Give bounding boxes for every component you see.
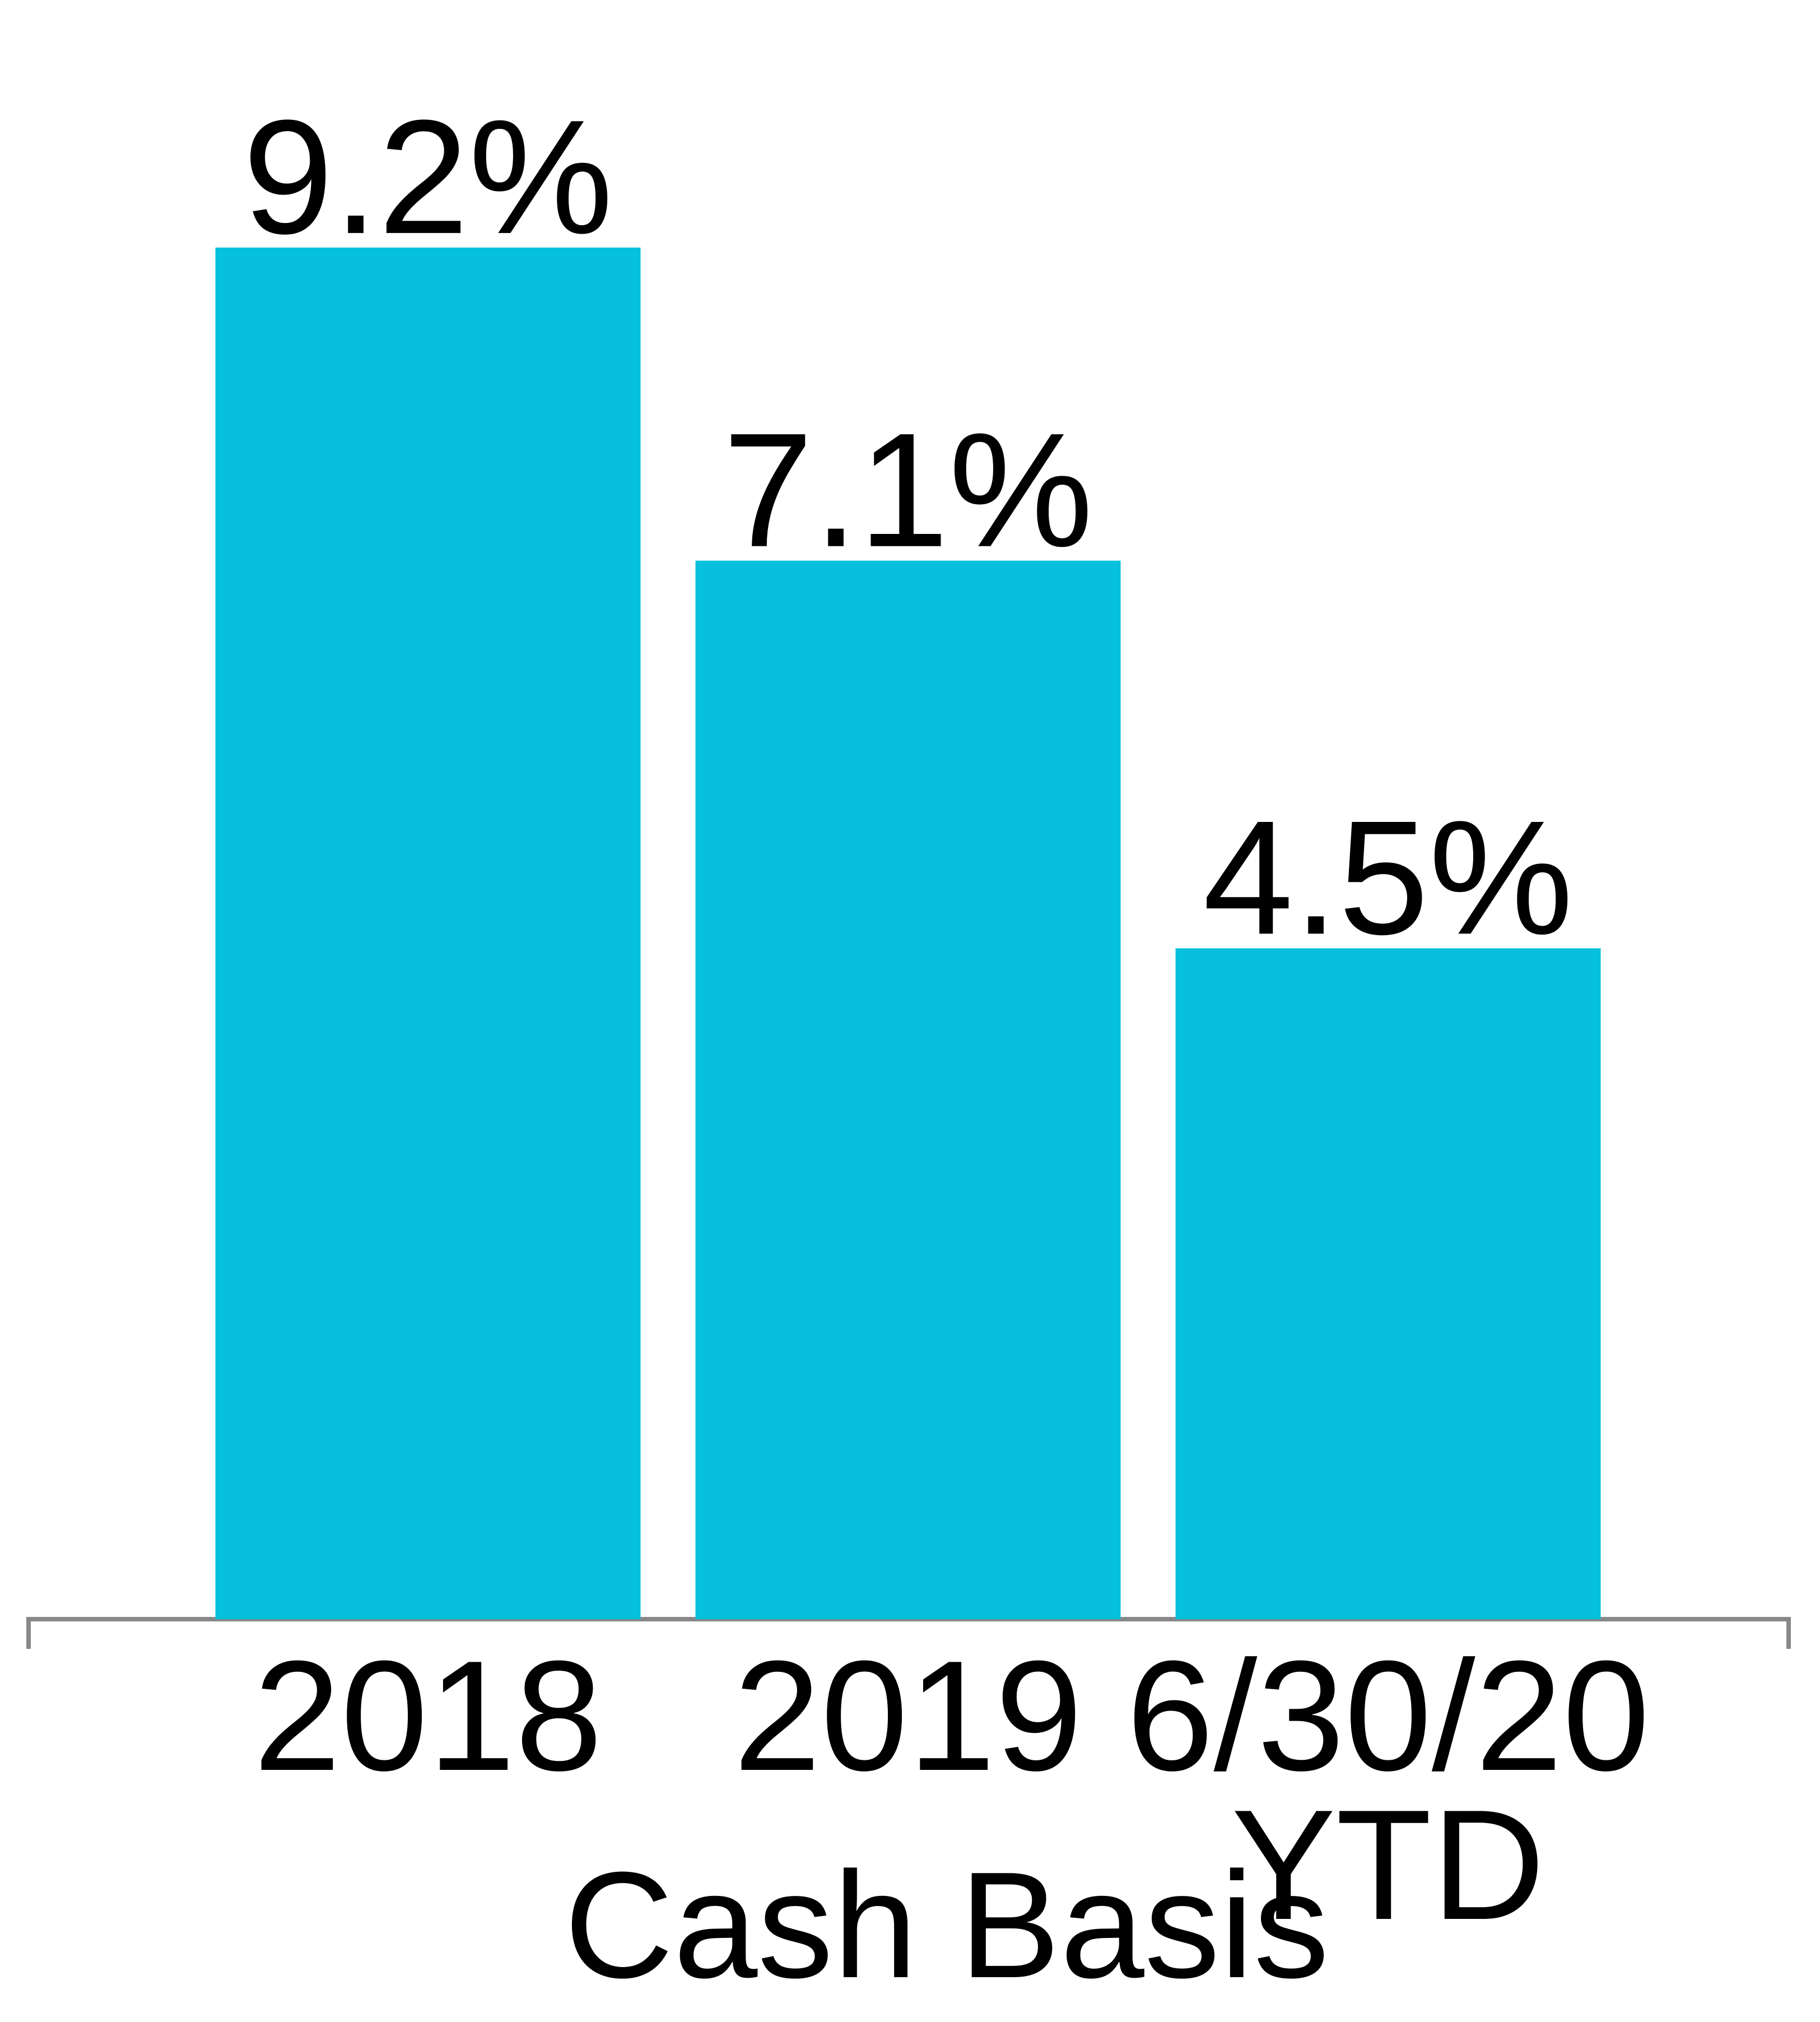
value-label: 9.2% [243, 86, 613, 268]
value-label: 7.1% [723, 399, 1093, 581]
x-tick-label: 6/30/20 YTD [1127, 1629, 1650, 1953]
bar [695, 560, 1121, 1620]
x-tick-label: 2018 [254, 1629, 603, 1803]
bar [1175, 948, 1601, 1619]
x-axis-label: Cash Basis [564, 1841, 1329, 2010]
bar [215, 247, 641, 1620]
value-label: 4.5% [1203, 787, 1574, 969]
x-tick-label: 2019 [734, 1629, 1083, 1803]
